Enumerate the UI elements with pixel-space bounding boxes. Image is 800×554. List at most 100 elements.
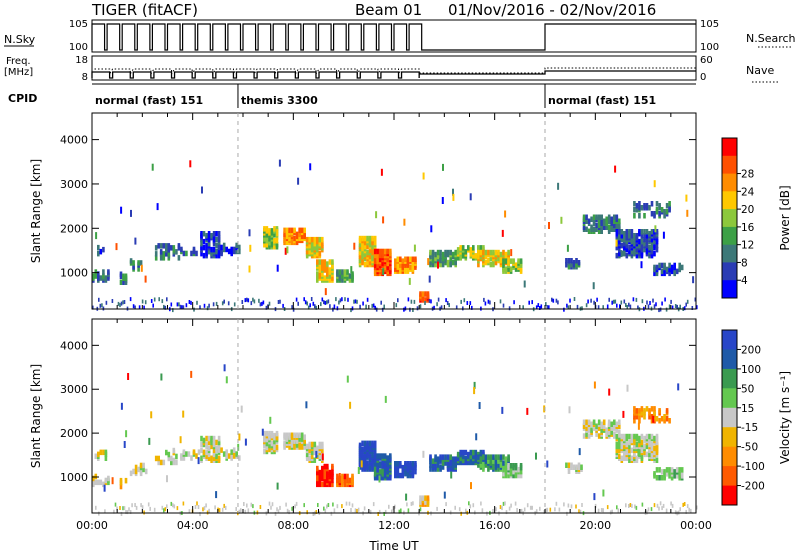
echo-cell bbox=[142, 466, 145, 473]
ground-scatter-cell bbox=[679, 507, 681, 512]
ground-scatter-cell bbox=[214, 505, 216, 510]
ground-scatter-cell bbox=[141, 299, 144, 304]
echo-cell bbox=[502, 466, 505, 473]
echo-cell bbox=[212, 447, 216, 454]
echo-cell bbox=[570, 258, 573, 264]
ground-scatter-cell bbox=[581, 503, 583, 507]
echo-cell bbox=[210, 435, 213, 442]
echo-cell bbox=[104, 455, 108, 461]
echo-cell bbox=[414, 256, 417, 262]
colorbar-swatch bbox=[722, 349, 737, 370]
echo-cell bbox=[119, 477, 123, 484]
ground-scatter-cell bbox=[472, 503, 475, 508]
echo-cell bbox=[338, 269, 342, 275]
echo-cell bbox=[482, 460, 485, 466]
ground-scatter-cell bbox=[221, 301, 224, 306]
echo-cell bbox=[618, 222, 621, 228]
echo-cell bbox=[278, 159, 281, 167]
echo-cell bbox=[413, 244, 416, 252]
echo-cell bbox=[97, 244, 100, 251]
echo-cell bbox=[497, 249, 500, 256]
echo-cell bbox=[202, 437, 206, 444]
echo-cell bbox=[461, 449, 465, 456]
echo-cell bbox=[303, 227, 306, 234]
echo-cell bbox=[648, 414, 651, 420]
echo-cell bbox=[439, 454, 442, 460]
echo-cell bbox=[663, 209, 666, 215]
echo-cell bbox=[308, 455, 311, 461]
ground-scatter-cell bbox=[356, 509, 358, 513]
echo-cell bbox=[102, 269, 105, 275]
echo-cell bbox=[313, 236, 317, 243]
ground-scatter-cell bbox=[659, 501, 662, 506]
echo-cell bbox=[270, 228, 274, 234]
nave-label: Nave bbox=[746, 64, 774, 77]
echo-cell bbox=[585, 431, 588, 437]
colorbar-tick-label: 4 bbox=[741, 275, 748, 287]
echo-cell bbox=[386, 455, 389, 461]
echo-cell bbox=[276, 482, 279, 490]
ground-scatter-cell bbox=[252, 297, 254, 302]
echo-cell bbox=[479, 245, 483, 251]
echo-cell bbox=[630, 455, 634, 461]
echo-cell bbox=[509, 266, 513, 272]
echo-cell bbox=[585, 214, 588, 220]
nsearch-tick-bottom: 100 bbox=[700, 42, 719, 53]
ground-scatter-cell bbox=[233, 302, 236, 307]
ground-scatter-cell bbox=[619, 304, 621, 309]
echo-cell bbox=[268, 236, 271, 242]
echo-cell bbox=[187, 451, 191, 457]
ground-scatter-cell bbox=[665, 508, 668, 513]
ground-scatter-cell bbox=[581, 306, 583, 311]
ground-scatter-cell bbox=[502, 303, 505, 308]
ground-scatter-cell bbox=[147, 502, 150, 507]
echo-cell bbox=[316, 465, 319, 472]
echo-cell bbox=[497, 462, 500, 468]
ground-scatter-cell bbox=[126, 510, 129, 515]
echo-cell bbox=[217, 231, 221, 237]
ground-scatter-cell bbox=[641, 502, 644, 507]
echo-cell bbox=[129, 258, 133, 264]
echo-cell bbox=[474, 455, 478, 462]
ground-scatter-cell bbox=[262, 300, 265, 305]
echo-cell bbox=[633, 236, 636, 243]
echo-cell bbox=[436, 257, 440, 264]
colorbar-swatch bbox=[722, 244, 737, 263]
echo-cell bbox=[103, 484, 106, 492]
echo-cell bbox=[436, 466, 440, 472]
ground-scatter-cell bbox=[241, 300, 244, 304]
echo-cell bbox=[268, 430, 271, 437]
echo-cell bbox=[517, 472, 520, 479]
echo-cell bbox=[653, 471, 656, 477]
echo-cell bbox=[469, 193, 472, 201]
echo-cell bbox=[283, 432, 286, 438]
echo-cell bbox=[200, 441, 203, 448]
ground-scatter-cell bbox=[383, 512, 385, 516]
ground-scatter-cell bbox=[685, 509, 687, 514]
echo-cell bbox=[381, 248, 384, 255]
ground-scatter-cell bbox=[629, 304, 632, 309]
echo-cell bbox=[663, 213, 666, 219]
colorbar-swatch bbox=[722, 280, 737, 299]
freq-unit: [MHz] bbox=[4, 67, 33, 78]
echo-cell bbox=[283, 237, 286, 244]
echo-cell bbox=[439, 261, 442, 268]
echo-cell bbox=[504, 210, 507, 218]
ground-scatter-cell bbox=[268, 501, 271, 506]
ground-scatter-cell bbox=[348, 501, 351, 506]
ground-scatter-cell bbox=[374, 305, 376, 310]
echo-cell bbox=[373, 268, 377, 275]
echo-cell bbox=[605, 427, 608, 433]
ground-scatter-cell bbox=[557, 300, 559, 305]
echo-cell bbox=[648, 433, 651, 440]
ground-scatter-cell bbox=[247, 508, 250, 513]
echo-cell bbox=[665, 209, 669, 215]
ground-scatter-cell bbox=[539, 306, 541, 310]
echo-cell bbox=[441, 458, 445, 464]
echo-cell bbox=[678, 262, 681, 269]
echo-cell bbox=[451, 456, 455, 462]
echo-cell bbox=[190, 455, 193, 461]
echo-cell bbox=[270, 440, 274, 447]
ground-scatter-cell bbox=[531, 505, 533, 510]
echo-cell bbox=[439, 253, 442, 260]
